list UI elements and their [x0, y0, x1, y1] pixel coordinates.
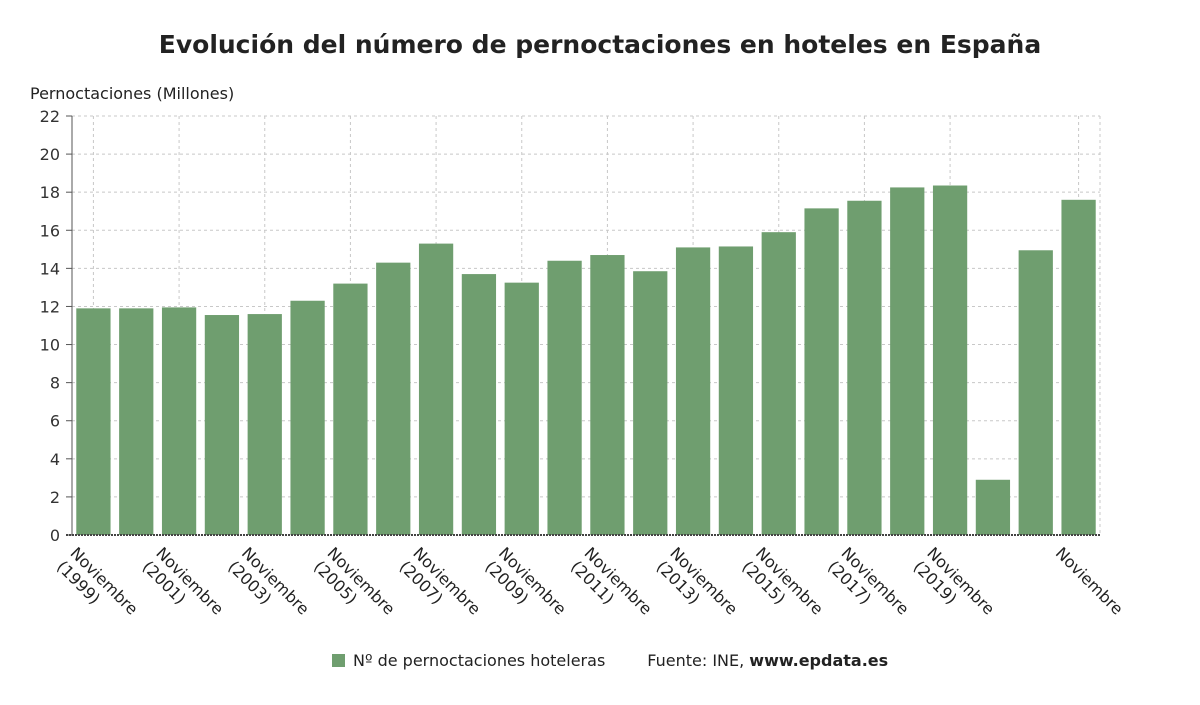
bar	[119, 308, 154, 535]
bar	[890, 187, 925, 535]
x-tick-label: Noviembre(2017)	[824, 543, 913, 632]
bar	[975, 479, 1011, 535]
bar	[1061, 199, 1096, 536]
legend-label: Nº de pernoctaciones hoteleras	[353, 651, 606, 670]
legend: Nº de pernoctaciones hoteleras Fuente: I…	[332, 651, 888, 670]
source-site: www.epdata.es	[749, 651, 889, 670]
x-tick-label: Noviembre(2015)	[738, 543, 827, 632]
x-tick-label: Noviembre(2009)	[481, 543, 570, 632]
bar	[761, 232, 796, 535]
bar	[675, 247, 711, 535]
y-tick-label: 14	[40, 259, 60, 278]
y-tick-labels: 0 2 4 6 8 10 12 14 16 18 20 22	[40, 107, 60, 545]
y-tick-label: 20	[40, 145, 60, 164]
x-tick-label: Noviembre(2013)	[653, 543, 742, 632]
bar	[76, 308, 111, 535]
x-tick-label: Noviembre(2007)	[396, 543, 485, 632]
y-tick-label: 12	[40, 297, 60, 316]
y-tick-label: 22	[40, 107, 60, 126]
bar	[718, 246, 754, 535]
x-tick-label: Noviembre(2001)	[139, 543, 228, 632]
bar	[504, 282, 539, 535]
y-tick-label: 8	[50, 374, 60, 393]
x-tick-label: Noviembre(2011)	[567, 543, 656, 632]
bar	[247, 314, 282, 535]
y-tick-label: 6	[50, 412, 60, 431]
source-prefix: Fuente: INE,	[647, 651, 750, 670]
bar	[290, 300, 325, 535]
chart-title: Evolución del número de pernoctaciones e…	[158, 30, 1042, 59]
bar	[633, 271, 668, 535]
x-tick-labels: Noviembre(1999) Noviembre(2001) Noviembre(…	[53, 543, 1127, 632]
bar	[804, 208, 839, 535]
x-tick-label: Noviembre	[1052, 543, 1127, 618]
y-tick-label: 0	[50, 526, 60, 545]
source-note: Fuente: INE, www.epdata.es	[647, 651, 888, 670]
x-tick-label: Noviembre(1999)	[53, 543, 142, 632]
y-axis-label: Pernoctaciones (Millones)	[30, 84, 235, 103]
bar	[590, 255, 625, 536]
y-tick-label: 18	[40, 183, 60, 202]
y-tick-label: 16	[40, 221, 60, 240]
bar	[932, 185, 968, 535]
bar	[376, 262, 411, 535]
x-tick-label: Noviembre(2005)	[310, 543, 399, 632]
bar	[204, 315, 240, 535]
y-tick-label: 4	[50, 450, 60, 469]
bar	[461, 274, 497, 535]
x-tick-label-line: Noviembre	[1052, 543, 1127, 618]
bar	[547, 260, 582, 535]
bar	[418, 243, 454, 535]
x-tick-label: Noviembre(2019)	[910, 543, 999, 632]
x-tick-label: Noviembre(2003)	[224, 543, 313, 632]
legend-swatch	[332, 654, 345, 667]
bar	[161, 307, 197, 535]
axes	[66, 115, 1100, 536]
y-tick-label: 10	[40, 336, 60, 355]
bar	[1018, 250, 1053, 536]
bar	[847, 200, 882, 536]
y-tick-label: 2	[50, 488, 60, 507]
bar	[333, 283, 368, 535]
bars	[76, 185, 1096, 536]
